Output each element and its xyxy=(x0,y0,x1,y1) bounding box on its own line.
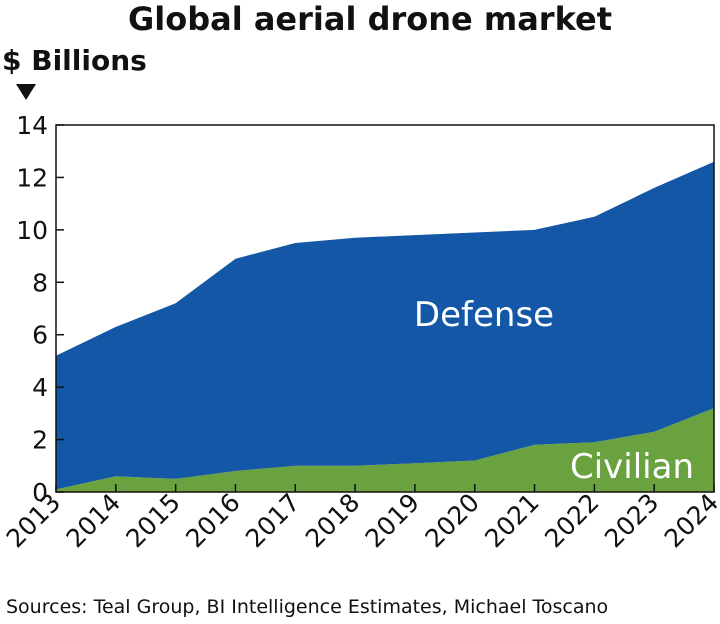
x-tick-label: 2023 xyxy=(599,488,664,553)
y-tick-label: 10 xyxy=(16,216,48,245)
series-labels: Defense Civilian xyxy=(414,295,694,487)
y-axis-arrow-icon xyxy=(16,84,36,100)
area-civilian xyxy=(56,408,714,492)
x-tick-label: 2017 xyxy=(240,488,305,553)
area-defense xyxy=(56,161,714,490)
series-label-civilian: Civilian xyxy=(570,447,694,487)
y-axis-unit-label: $ Billions xyxy=(2,44,147,77)
x-tick-label: 2015 xyxy=(120,488,185,553)
source-note: Sources: Teal Group, BI Intelligence Est… xyxy=(6,596,608,618)
y-tick-label: 4 xyxy=(32,373,48,402)
x-tick-label: 2018 xyxy=(300,488,365,553)
y-axis-ticks: 0 2 4 6 8 10 12 14 xyxy=(16,111,64,507)
y-tick-label: 6 xyxy=(32,321,48,350)
x-tick-label: 2016 xyxy=(180,488,245,553)
x-tick-label: 2021 xyxy=(479,488,544,553)
x-tick-label: 2019 xyxy=(360,488,425,553)
plot-areas xyxy=(56,161,714,492)
x-axis-ticks: 2013201420152016201720182019202020212022… xyxy=(1,484,720,553)
y-tick-label: 8 xyxy=(32,268,48,297)
series-label-defense: Defense xyxy=(414,295,554,335)
plot-frame xyxy=(55,124,715,493)
x-tick-label: 2024 xyxy=(659,488,720,553)
chart-title: Global aerial drone market xyxy=(128,0,612,38)
x-tick-label: 2014 xyxy=(61,488,126,553)
x-tick-label: 2020 xyxy=(419,488,484,553)
y-tick-label: 0 xyxy=(32,478,48,507)
y-tick-label: 2 xyxy=(32,426,48,455)
x-tick-label: 2022 xyxy=(539,488,604,553)
y-tick-label: 14 xyxy=(16,111,48,140)
y-tick-label: 12 xyxy=(16,163,48,192)
